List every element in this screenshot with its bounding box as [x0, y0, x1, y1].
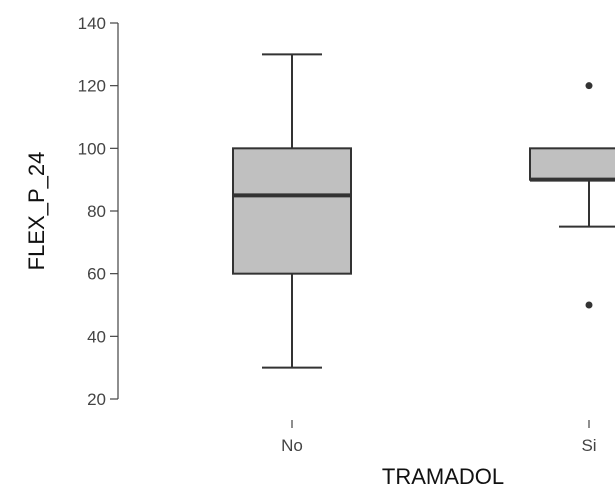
y-tick-label: 20: [87, 390, 106, 409]
y-tick-label: 60: [87, 265, 106, 284]
x-tick-label: Si: [581, 436, 596, 455]
y-tick-label: 120: [78, 77, 106, 96]
outlier-point: [585, 301, 593, 309]
iqr-box: [232, 147, 352, 275]
y-tick-label: 40: [87, 327, 106, 346]
outlier-point: [585, 82, 593, 90]
y-tick-label: 80: [87, 202, 106, 221]
iqr-box: [529, 147, 615, 181]
y-tick-label: 140: [78, 14, 106, 33]
y-axis: 20 40 60 80 100 120 140: [78, 14, 119, 409]
x-axis-title: TRAMADOL: [382, 464, 504, 489]
y-axis-title: FLEX_P_24: [24, 152, 49, 271]
x-tick-label: No: [281, 436, 303, 455]
box-no: [232, 53, 352, 369]
box-series: [232, 53, 615, 369]
y-tick-label: 100: [78, 139, 106, 158]
x-axis: No Si: [281, 420, 597, 455]
box-si: [529, 82, 615, 309]
